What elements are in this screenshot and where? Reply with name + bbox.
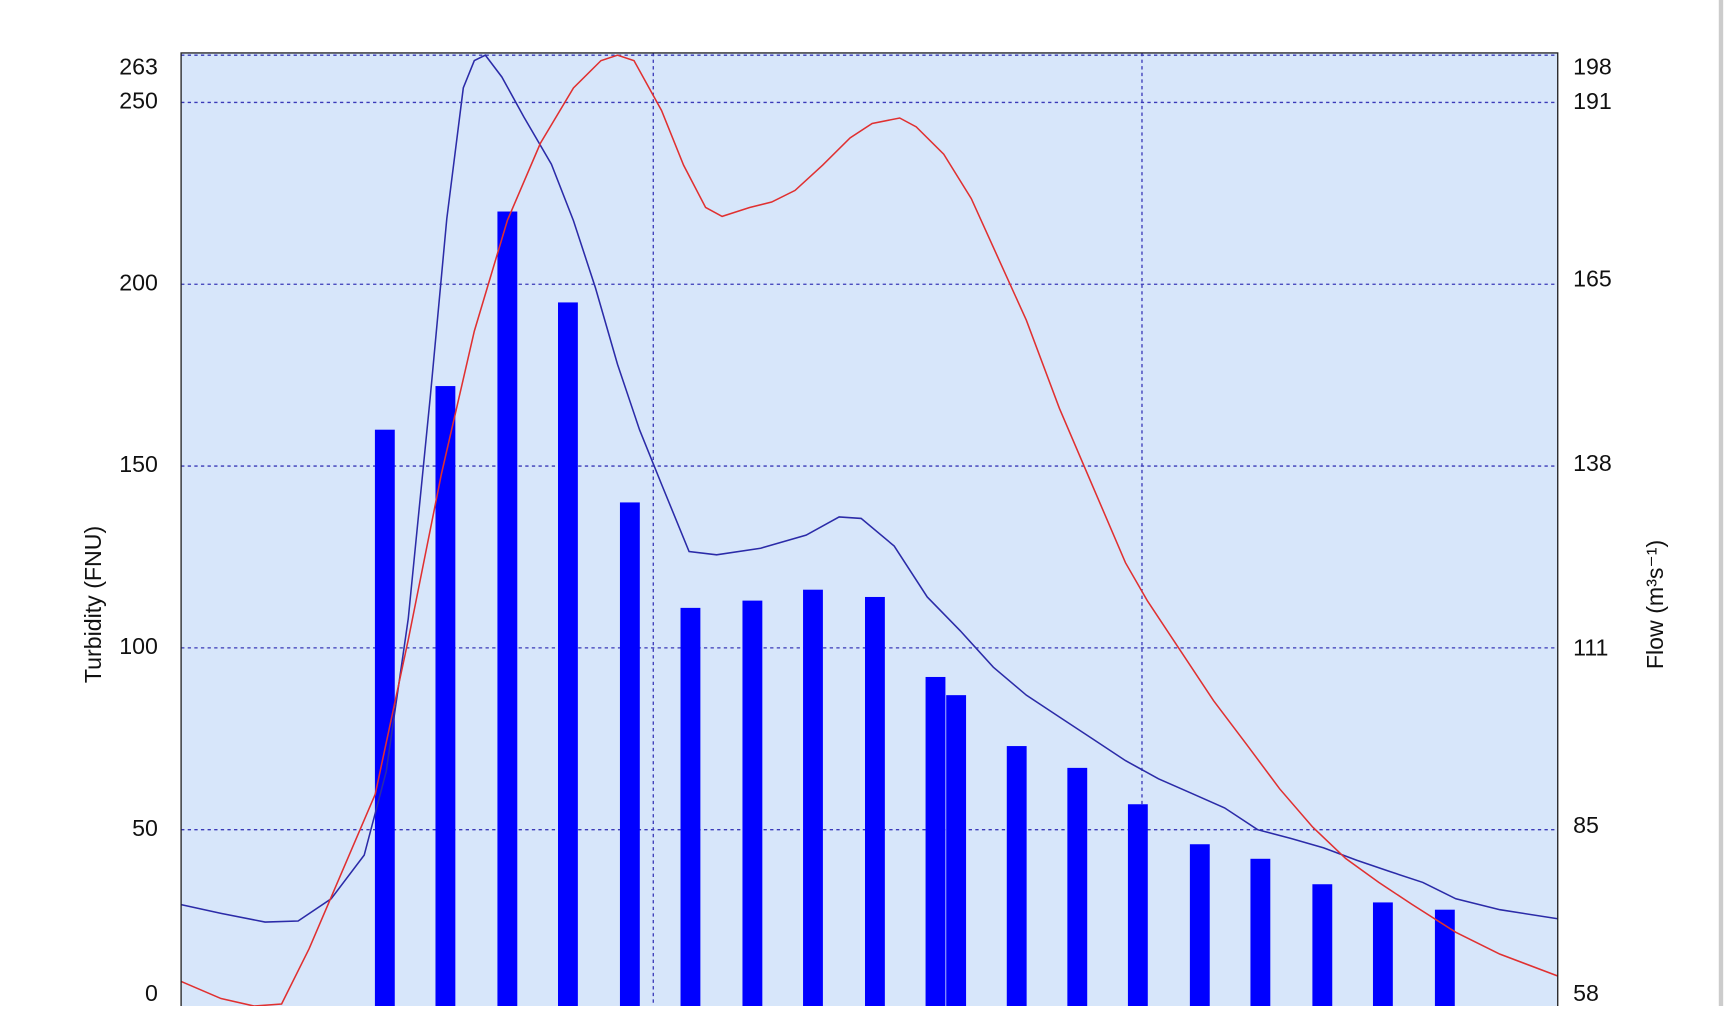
bar bbox=[925, 676, 946, 1011]
bar bbox=[803, 589, 823, 1011]
bar bbox=[1189, 844, 1210, 1011]
y-tick-label: 200 bbox=[119, 269, 158, 295]
bar bbox=[742, 600, 763, 1011]
line bbox=[180, 54, 1559, 1007]
bar bbox=[374, 429, 395, 1011]
bar bbox=[1372, 902, 1393, 1011]
line bbox=[180, 54, 1558, 923]
y2-axis-title: Flow (m³s⁻¹) bbox=[1642, 540, 1668, 669]
y2-tick-label: 165 bbox=[1573, 266, 1612, 292]
y2-tick-label: 191 bbox=[1573, 88, 1612, 114]
bar bbox=[619, 502, 640, 1011]
bar bbox=[558, 302, 578, 1011]
bar bbox=[1250, 858, 1271, 1011]
bar bbox=[1434, 909, 1455, 1011]
y-tick-label: 0 bbox=[145, 980, 158, 1006]
bar bbox=[864, 596, 885, 1011]
y-tick-label: 100 bbox=[119, 633, 158, 659]
y2-tick-label: 58 bbox=[1573, 980, 1599, 1006]
bar bbox=[1312, 884, 1333, 1011]
y2-tick-label: 198 bbox=[1573, 54, 1612, 80]
bar bbox=[1067, 767, 1088, 1011]
y2-tick-label: 111 bbox=[1573, 635, 1608, 661]
bar bbox=[435, 386, 456, 1011]
bar bbox=[946, 695, 967, 1011]
bar bbox=[1006, 746, 1027, 1011]
y2-tick-label: 138 bbox=[1573, 450, 1612, 476]
y-axis-title: Turbidity (FNU) bbox=[80, 526, 106, 683]
bar bbox=[497, 211, 518, 1011]
y-tick-label: 50 bbox=[132, 815, 158, 841]
plot-frame bbox=[180, 52, 1559, 1011]
bar bbox=[680, 607, 701, 1011]
y-tick-label: 150 bbox=[119, 451, 158, 477]
y2-tick-label: 85 bbox=[1573, 812, 1599, 838]
y-tick-label: 250 bbox=[119, 88, 158, 114]
y-tick-label: 263 bbox=[119, 54, 158, 80]
bar bbox=[1127, 804, 1148, 1011]
